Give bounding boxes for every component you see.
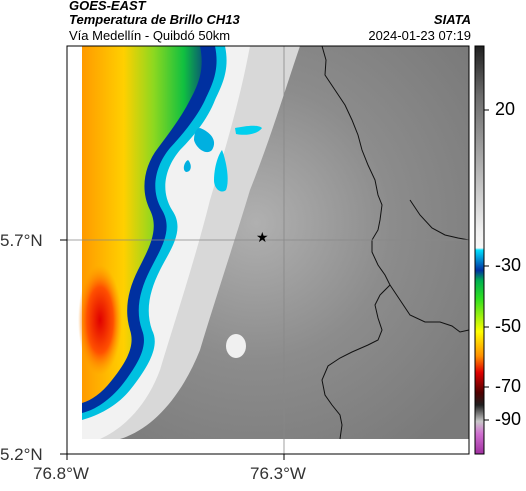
municipal-boundary [389, 284, 470, 333]
x-tick-label: 76.3°W [250, 464, 306, 483]
cloud-fragment [194, 128, 215, 153]
colorbar-label: 20 [495, 99, 516, 119]
colorbar-label: -70 [495, 376, 522, 396]
timestamp-label: 2024-01-23 07:19 [368, 28, 471, 43]
colorbar-label: -30 [495, 255, 522, 275]
cloud-fragment [235, 125, 262, 135]
municipal-boundary [409, 199, 470, 241]
colorbar-bar [474, 45, 485, 455]
product-title: Temperatura de Brillo CH13 [69, 12, 240, 27]
y-tick-label: 5.7°N [0, 231, 43, 250]
cloud-fragment [214, 150, 228, 192]
cloud-light-spot [226, 334, 246, 358]
source-label: SIATA [433, 12, 471, 27]
colorbar-label: -90 [495, 409, 522, 429]
x-tick-label: 76.8°W [33, 464, 89, 483]
colorbar-label: -50 [495, 316, 522, 336]
star-icon: ★ [256, 229, 269, 245]
cloud-fragment [183, 160, 191, 172]
cloud-hot-spot [78, 265, 122, 375]
route-subtitle: Vía Medellín - Quibdó 50km [69, 28, 231, 43]
map-frame [66, 45, 470, 455]
satellite-title: GOES-EAST [69, 0, 146, 13]
y-tick-label: 5.2°N [0, 445, 43, 464]
department-boundary [321, 45, 391, 440]
